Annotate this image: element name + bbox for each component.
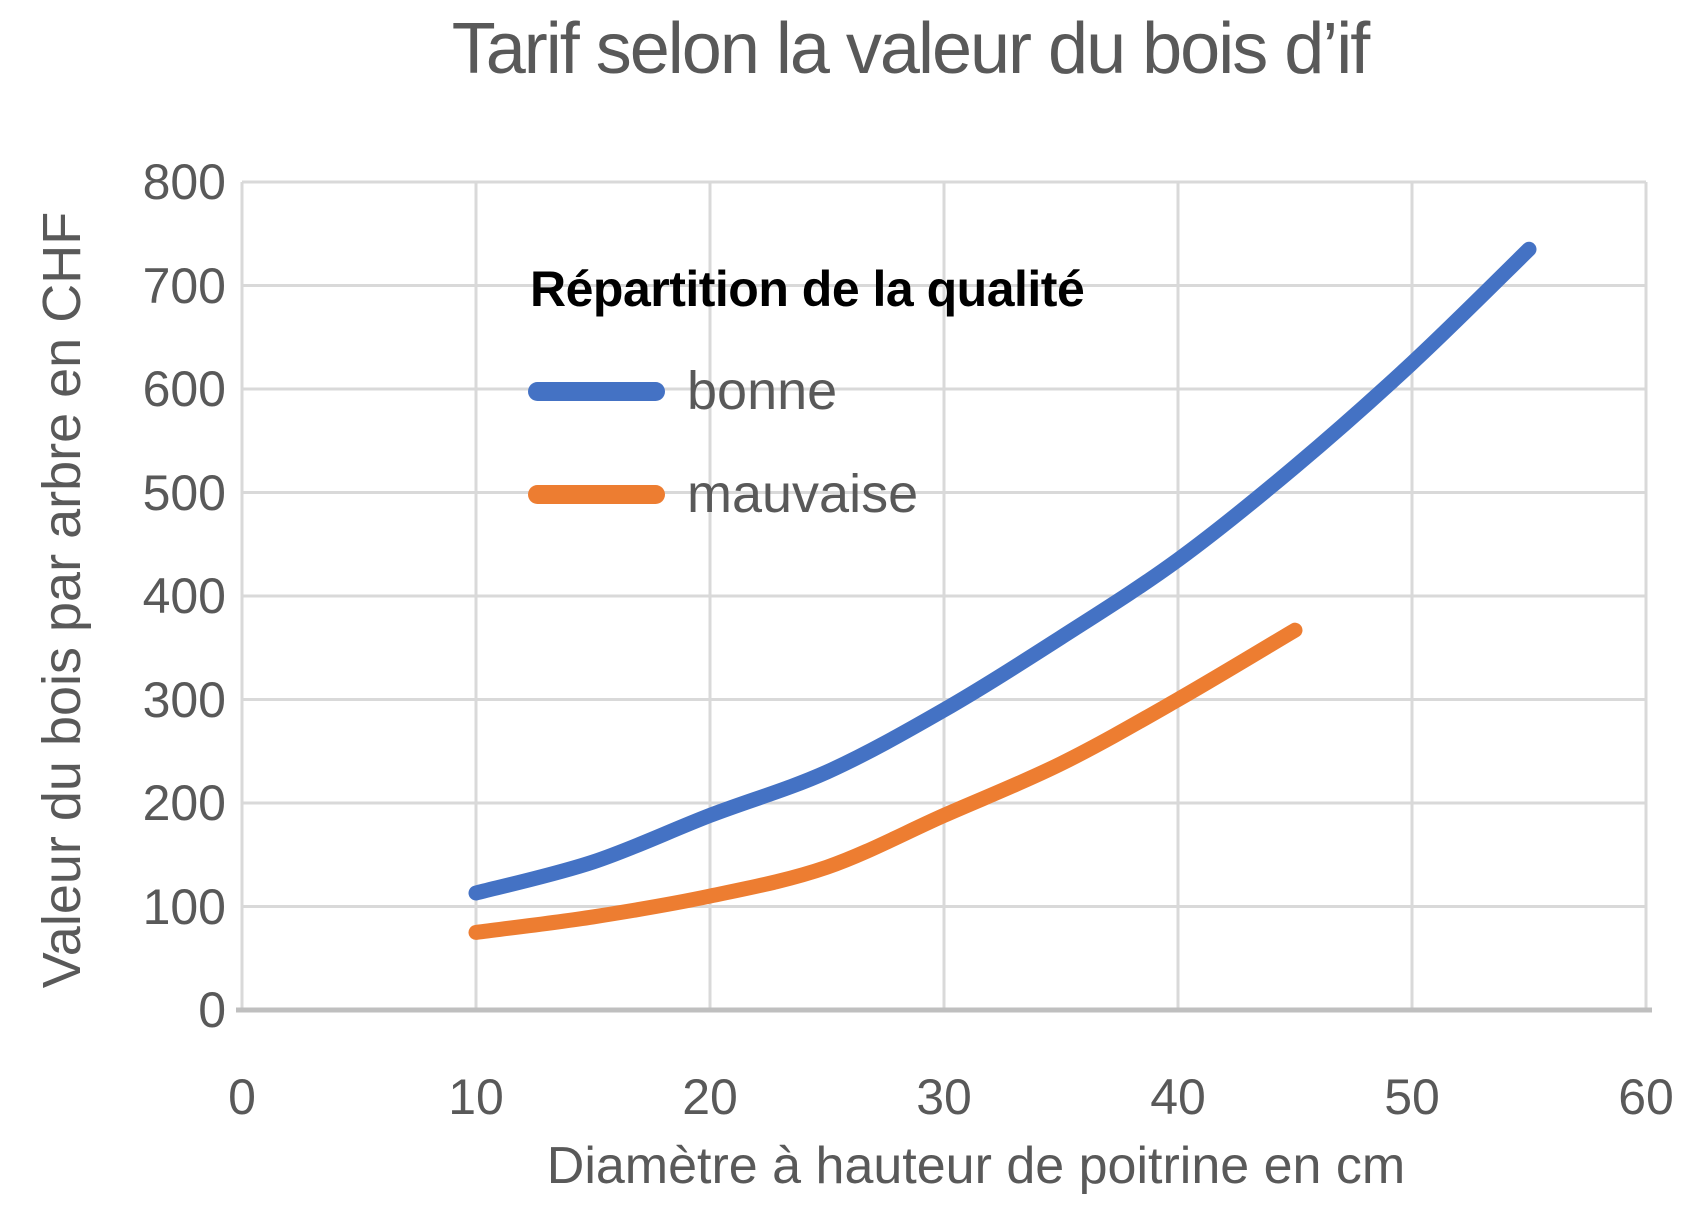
y-axis-title: Valeur du bois par arbre en CHF (32, 211, 92, 989)
x-tick-label-0: 0 (228, 1069, 256, 1125)
legend-title: Répartition de la qualité (530, 261, 1085, 317)
y-tick-label-400: 400 (142, 568, 226, 624)
y-tick-label-500: 500 (142, 464, 226, 521)
series-line-bonne (468, 241, 1537, 901)
x-tick-label-40: 40 (1150, 1069, 1206, 1125)
x-tick-label-20: 20 (682, 1069, 738, 1125)
series-line-mauvaise (468, 622, 1303, 940)
x-tick-label-60: 60 (1618, 1069, 1674, 1125)
y-tick-label-700: 700 (142, 257, 226, 314)
y-tick-label-600: 600 (142, 361, 226, 417)
legend-swatch-mauvaise (528, 484, 665, 504)
x-tick-label-50: 50 (1384, 1069, 1440, 1125)
legend-label-bonne: bonne (687, 361, 838, 421)
y-tick-label-200: 200 (142, 775, 226, 831)
x-tick-label-10: 10 (448, 1069, 504, 1125)
y-tick-label-800: 800 (142, 154, 226, 210)
x-tick-label-30: 30 (916, 1069, 972, 1125)
y-tick-label-0: 0 (198, 982, 226, 1038)
y-tick-label-100: 100 (142, 878, 226, 935)
y-tick-label-300: 300 (142, 671, 226, 728)
x-axis-title: Diamètre à hauteur de poitrine en cm (546, 1137, 1406, 1195)
legend-item-mauvaise: mauvaise (528, 467, 918, 521)
chart-title: Tarif selon la valeur du bois d’if (451, 9, 1371, 89)
legend-swatch-bonne (528, 381, 665, 401)
legend-item-bonne: bonne (528, 364, 837, 418)
legend-label-mauvaise: mauvaise (687, 464, 919, 524)
